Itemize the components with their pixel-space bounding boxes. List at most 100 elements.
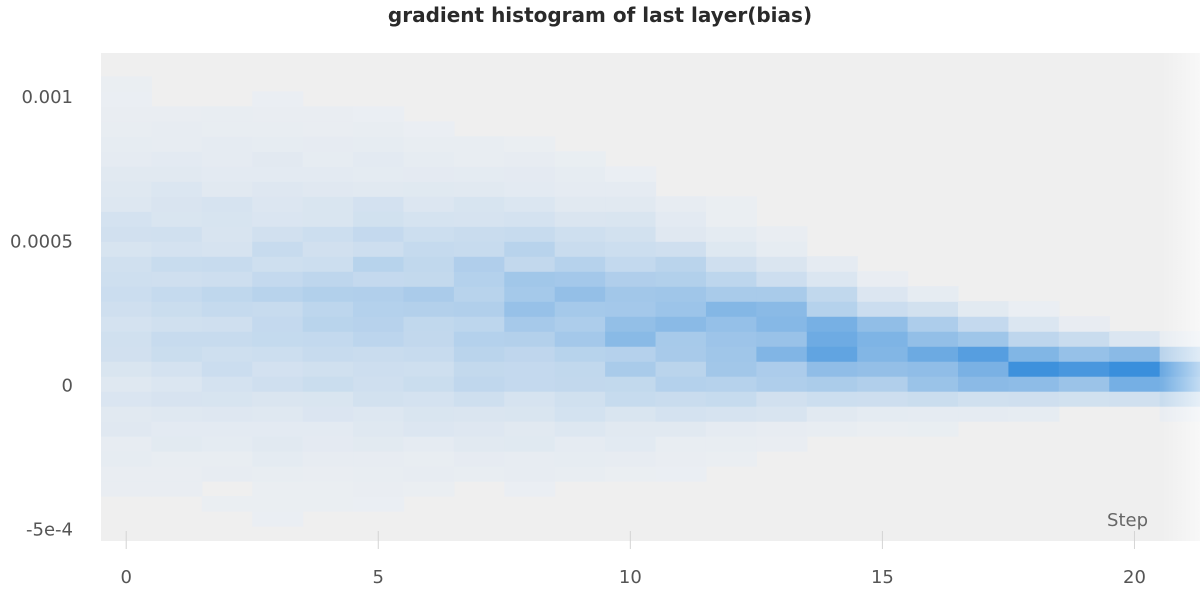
heatmap-cell	[302, 361, 354, 377]
heatmap-cell	[101, 286, 153, 302]
x-axis: 0 5 10 15 20	[120, 531, 1146, 588]
heatmap-cell	[252, 361, 304, 377]
heatmap-cell	[302, 226, 354, 242]
heatmap-cell	[101, 166, 153, 182]
heatmap-cell	[806, 406, 858, 422]
heatmap-cell	[151, 181, 203, 197]
heatmap-cell	[151, 211, 203, 227]
heatmap-cell	[655, 391, 707, 407]
heatmap-cell	[151, 466, 203, 482]
heatmap-cell	[151, 361, 203, 377]
heatmap-cell	[201, 286, 253, 302]
heatmap-cell	[151, 316, 203, 332]
heatmap-cell	[806, 256, 858, 272]
heatmap-cell	[806, 376, 858, 392]
heatmap-cell	[302, 121, 354, 137]
heatmap-cell	[201, 121, 253, 137]
heatmap-cell	[504, 466, 556, 482]
heatmap-cell	[101, 421, 153, 437]
heatmap-cell	[705, 436, 757, 452]
heatmap-cell	[252, 496, 304, 512]
heatmap-cell	[857, 361, 909, 377]
heatmap-cell	[101, 226, 153, 242]
heatmap-cell	[907, 286, 959, 302]
heatmap-cell	[504, 436, 556, 452]
heatmap-cell	[605, 346, 657, 362]
heatmap-cell	[201, 196, 253, 212]
heatmap-cell	[453, 361, 505, 377]
heatmap-cell	[403, 436, 455, 452]
heatmap-cell	[756, 361, 808, 377]
heatmap-cell	[806, 361, 858, 377]
heatmap-cell	[252, 421, 304, 437]
heatmap-cell	[353, 286, 405, 302]
heatmap-cell	[756, 271, 808, 287]
heatmap-cell	[655, 286, 707, 302]
heatmap-cell	[857, 406, 909, 422]
heatmap-cell	[151, 121, 203, 137]
heatmap-cell	[907, 406, 959, 422]
heatmap-cell	[857, 346, 909, 362]
heatmap-cell	[101, 91, 153, 107]
heatmap-cell	[151, 226, 203, 242]
heatmap-cell	[302, 316, 354, 332]
heatmap-cell	[353, 451, 405, 467]
heatmap-cell	[151, 436, 203, 452]
heatmap-cell	[101, 121, 153, 137]
heatmap-cell	[907, 361, 959, 377]
heatmap-cell	[403, 346, 455, 362]
heatmap-cell	[453, 421, 505, 437]
y-tick-label: 0.0005	[10, 231, 73, 252]
heatmap-cell	[756, 331, 808, 347]
heatmap-cell	[403, 271, 455, 287]
heatmap-cell	[655, 361, 707, 377]
heatmap-cell	[353, 316, 405, 332]
heatmap-cell	[554, 211, 606, 227]
heatmap-cell	[101, 76, 153, 92]
heatmap-cell	[1109, 331, 1161, 347]
heatmap-cell	[504, 406, 556, 422]
heatmap-cell	[302, 151, 354, 167]
heatmap-cell	[353, 376, 405, 392]
heatmap-cell	[907, 316, 959, 332]
heatmap-cell	[504, 256, 556, 272]
heatmap-cell	[453, 391, 505, 407]
heatmap-cell	[1008, 361, 1060, 377]
heatmap-cell	[201, 271, 253, 287]
heatmap-cell	[453, 331, 505, 347]
heatmap-cell	[605, 316, 657, 332]
heatmap-cell	[353, 226, 405, 242]
heatmap-cell	[504, 271, 556, 287]
heatmap-cell	[252, 301, 304, 317]
heatmap-cell	[453, 286, 505, 302]
heatmap-cell	[705, 196, 757, 212]
heatmap-cell	[605, 271, 657, 287]
heatmap-cell	[756, 316, 808, 332]
heatmap-cell	[605, 406, 657, 422]
heatmap-cell	[857, 331, 909, 347]
heatmap-cell	[605, 466, 657, 482]
heatmap-cell	[403, 421, 455, 437]
heatmap-cell	[605, 286, 657, 302]
heatmap-cell	[353, 361, 405, 377]
heatmap-cell	[302, 451, 354, 467]
heatmap-cell	[806, 331, 858, 347]
heatmap-cell	[302, 376, 354, 392]
heatmap-cell	[403, 451, 455, 467]
heatmap-cell	[605, 451, 657, 467]
heatmap-cell	[403, 361, 455, 377]
heatmap-cell	[201, 316, 253, 332]
heatmap-cell	[201, 211, 253, 227]
heatmap-cell	[1058, 361, 1110, 377]
heatmap-cell	[554, 166, 606, 182]
heatmap-cell	[201, 331, 253, 347]
heatmap-cell	[151, 271, 203, 287]
heatmap-cell	[655, 406, 707, 422]
heatmap-cell	[554, 466, 606, 482]
heatmap-cell	[353, 151, 405, 167]
heatmap-cell	[252, 466, 304, 482]
heatmap-cell	[655, 436, 707, 452]
heatmap-cell	[302, 241, 354, 257]
heatmap-cell	[453, 196, 505, 212]
heatmap-cell	[201, 406, 253, 422]
